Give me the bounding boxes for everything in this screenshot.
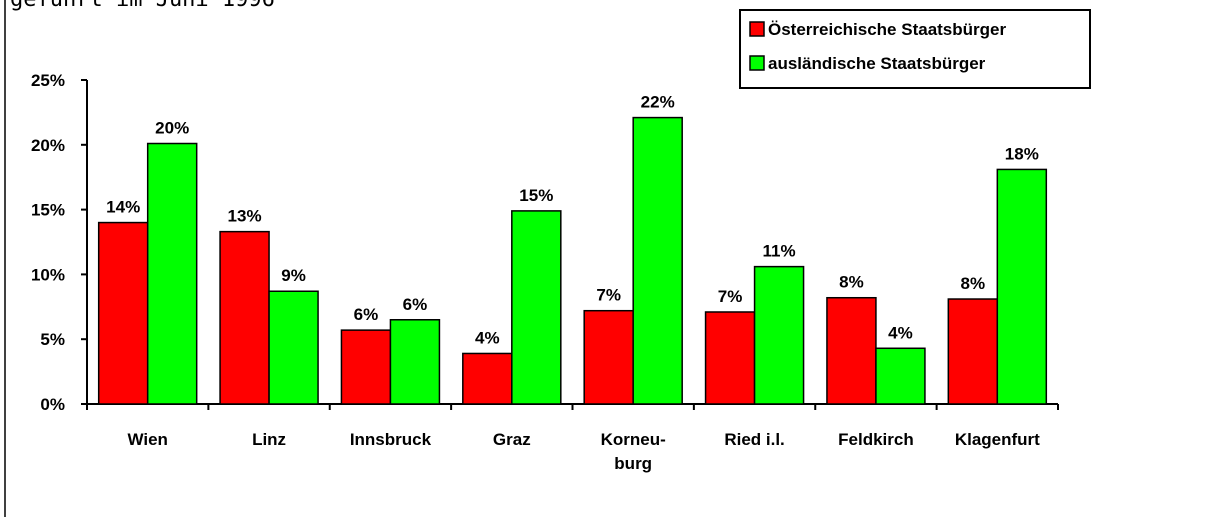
bar: [340, 329, 392, 405]
legend-label: ausländische Staatsbürger: [768, 54, 986, 73]
bar: [996, 168, 1048, 405]
x-tick-label: Feldkirch: [838, 430, 914, 449]
data-label: 22%: [641, 93, 675, 112]
x-tick-label: Innsbruck: [350, 430, 432, 449]
bar: [268, 290, 319, 405]
data-label: 4%: [475, 328, 500, 347]
bar: [389, 319, 441, 405]
data-label: 6%: [403, 295, 428, 314]
data-label: 15%: [519, 186, 553, 205]
y-tick-label: 5%: [40, 330, 65, 349]
bar: [583, 309, 634, 405]
x-tick-label: Graz: [493, 430, 531, 449]
y-tick-label: 25%: [31, 71, 65, 90]
bar: [704, 311, 756, 405]
data-label: 8%: [961, 274, 986, 293]
data-label: 14%: [106, 198, 140, 217]
data-label: 8%: [839, 273, 864, 292]
bar: [753, 265, 805, 405]
x-tick-label: Ried i.l.: [724, 430, 784, 449]
bar: [947, 298, 999, 405]
bar: [219, 230, 270, 405]
legend-box: [739, 9, 1091, 89]
legend-swatch: [749, 21, 765, 37]
bar: [462, 352, 513, 405]
x-tick-label: Korneu-burg: [601, 430, 666, 473]
data-label: 20%: [155, 119, 189, 138]
data-label: 4%: [888, 323, 913, 342]
x-tick-label: Wien: [127, 430, 167, 449]
bar: [632, 116, 683, 405]
data-label: 9%: [281, 266, 306, 285]
bar: [97, 221, 149, 405]
bar: [826, 296, 877, 405]
y-tick-label: 15%: [31, 201, 65, 220]
x-tick-label: Klagenfurt: [955, 430, 1040, 449]
subtitle: geführt im Juni 1996: [10, 0, 275, 12]
data-label: 7%: [718, 287, 743, 306]
bar: [875, 347, 926, 405]
data-label: 11%: [763, 242, 796, 261]
y-tick-label: 10%: [31, 265, 65, 284]
bar: [511, 210, 562, 405]
y-tick-label: 0%: [40, 395, 65, 414]
data-label: 18%: [1005, 144, 1039, 163]
legend-swatch: [749, 55, 765, 71]
x-tick-label: Linz: [252, 430, 286, 449]
bar: [146, 142, 198, 405]
data-label: 13%: [228, 207, 262, 226]
data-label: 7%: [596, 286, 621, 305]
y-tick-label: 20%: [31, 136, 65, 155]
legend-label: Österreichische Staatsbürger: [768, 20, 1006, 39]
data-label: 6%: [354, 305, 379, 324]
